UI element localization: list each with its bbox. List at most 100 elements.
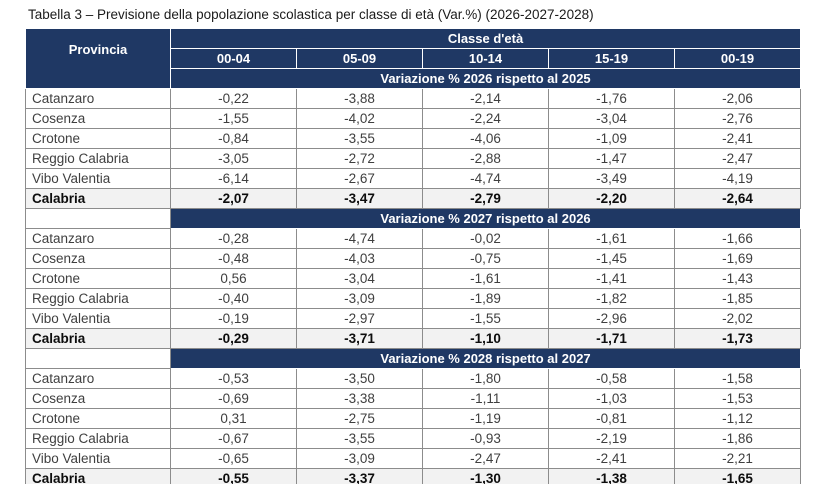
value-cell: -2,75 xyxy=(296,408,423,429)
section-banner-row: Variazione % 2028 rispetto al 2027 xyxy=(25,348,802,369)
province-cell: Catanzaro xyxy=(25,368,171,389)
value-cell: -2,24 xyxy=(422,108,549,129)
total-row: Calabria -0,55 -3,37 -1,30 -1,38 -1,65 xyxy=(25,468,802,484)
value-cell: -0,65 xyxy=(170,448,297,469)
value-cell: -1,55 xyxy=(170,108,297,129)
province-cell: Calabria xyxy=(25,328,171,349)
table-row: Catanzaro -0,53 -3,50 -1,80 -0,58 -1,58 xyxy=(25,368,802,389)
value-cell: -1,66 xyxy=(673,228,802,249)
value-cell: -4,02 xyxy=(296,108,423,129)
value-cell: -3,09 xyxy=(296,288,423,309)
section-banner-row: Variazione % 2026 rispetto al 2025 xyxy=(26,68,802,89)
value-cell: -2,41 xyxy=(673,128,802,149)
header-row-group: Provincia Classe d'età xyxy=(25,28,802,89)
value-cell: -2,76 xyxy=(673,108,802,129)
value-cell: -0,75 xyxy=(422,248,549,269)
value-cell: -1,03 xyxy=(548,388,675,409)
table-row: Vibo Valentia -0,19 -2,97 -1,55 -2,96 -2… xyxy=(25,308,802,329)
province-cell: Crotone xyxy=(25,268,171,289)
value-cell: -3,55 xyxy=(296,128,423,149)
table-row: Reggio Calabria -0,40 -3,09 -1,89 -1,82 … xyxy=(25,288,802,309)
group-header-classe-eta: Classe d'età xyxy=(169,28,802,49)
value-cell: -1,61 xyxy=(422,268,549,289)
value-cell: -2,02 xyxy=(673,308,802,329)
value-cell: 0,56 xyxy=(170,268,297,289)
value-cell: -2,67 xyxy=(296,168,423,189)
value-cell: -0,81 xyxy=(548,408,675,429)
province-cell: Reggio Calabria xyxy=(25,428,171,449)
table-row: Crotone 0,31 -2,75 -1,19 -0,81 -1,12 xyxy=(25,408,802,429)
age-col-header: 05-09 xyxy=(296,48,423,69)
value-cell: -2,14 xyxy=(422,88,549,109)
value-cell: -1,47 xyxy=(548,148,675,169)
value-cell: -1,80 xyxy=(422,368,549,389)
table-row: Reggio Calabria -3,05 -2,72 -2,88 -1,47 … xyxy=(25,148,802,169)
province-cell: Cosenza xyxy=(25,108,171,129)
table-row: Vibo Valentia -0,65 -3,09 -2,47 -2,41 -2… xyxy=(25,448,802,469)
value-cell: -2,41 xyxy=(548,448,675,469)
value-cell: -2,47 xyxy=(673,148,802,169)
province-cell: Reggio Calabria xyxy=(25,148,171,169)
province-cell: Vibo Valentia xyxy=(25,448,171,469)
value-cell: -3,05 xyxy=(170,148,297,169)
table-row: Vibo Valentia -6,14 -2,67 -4,74 -3,49 -4… xyxy=(25,168,802,189)
table-row: Crotone 0,56 -3,04 -1,61 -1,41 -1,43 xyxy=(25,268,802,289)
value-cell: -1,38 xyxy=(548,468,675,484)
value-cell: -1,41 xyxy=(548,268,675,289)
value-cell: -0,53 xyxy=(170,368,297,389)
value-cell: -1,55 xyxy=(422,308,549,329)
value-cell: -1,89 xyxy=(422,288,549,309)
value-cell: -1,76 xyxy=(548,88,675,109)
value-cell: -2,20 xyxy=(548,188,675,209)
age-col-header: 00-04 xyxy=(170,48,297,69)
value-cell: -2,96 xyxy=(548,308,675,329)
value-cell: -3,09 xyxy=(296,448,423,469)
value-cell: -0,19 xyxy=(170,308,297,329)
value-cell: -0,28 xyxy=(170,228,297,249)
value-cell: -0,02 xyxy=(422,228,549,249)
section-banner-2026: Variazione % 2026 rispetto al 2025 xyxy=(169,68,802,89)
value-cell: -3,55 xyxy=(296,428,423,449)
document-page: Tabella 3 – Previsione della popolazione… xyxy=(0,7,824,484)
province-cell: Calabria xyxy=(25,468,171,484)
value-cell: -3,37 xyxy=(296,468,423,484)
value-cell: -2,47 xyxy=(422,448,549,469)
section-banner-2027: Variazione % 2027 rispetto al 2026 xyxy=(169,208,802,229)
value-cell: -0,69 xyxy=(170,388,297,409)
empty-cell xyxy=(25,348,171,369)
value-cell: -0,55 xyxy=(170,468,297,484)
value-cell: -1,30 xyxy=(422,468,549,484)
value-cell: -0,29 xyxy=(170,328,297,349)
value-cell: -0,48 xyxy=(170,248,297,269)
value-cell: -3,71 xyxy=(296,328,423,349)
value-cell: -3,38 xyxy=(296,388,423,409)
value-cell: -1,71 xyxy=(548,328,675,349)
header-row-ages: 00-04 05-09 10-14 15-19 00-19 xyxy=(26,48,802,69)
value-cell: -4,03 xyxy=(296,248,423,269)
value-cell: -1,10 xyxy=(422,328,549,349)
value-cell: -4,06 xyxy=(422,128,549,149)
value-cell: -3,04 xyxy=(548,108,675,129)
value-cell: -3,50 xyxy=(296,368,423,389)
table-row: Catanzaro -0,28 -4,74 -0,02 -1,61 -1,66 xyxy=(25,228,802,249)
value-cell: -3,88 xyxy=(296,88,423,109)
value-cell: -4,74 xyxy=(296,228,423,249)
value-cell: -0,22 xyxy=(170,88,297,109)
value-cell: -2,97 xyxy=(296,308,423,329)
value-cell: -6,14 xyxy=(170,168,297,189)
province-cell: Vibo Valentia xyxy=(25,168,171,189)
value-cell: -1,43 xyxy=(673,268,802,289)
section-banner-2028: Variazione % 2028 rispetto al 2027 xyxy=(169,348,802,369)
value-cell: -3,04 xyxy=(296,268,423,289)
total-row: Calabria -2,07 -3,47 -2,79 -2,20 -2,64 xyxy=(25,188,802,209)
province-cell: Crotone xyxy=(25,128,171,149)
value-cell: 0,31 xyxy=(170,408,297,429)
value-cell: -0,58 xyxy=(548,368,675,389)
table-row: Crotone -0,84 -3,55 -4,06 -1,09 -2,41 xyxy=(25,128,802,149)
value-cell: -1,73 xyxy=(673,328,802,349)
value-cell: -3,49 xyxy=(548,168,675,189)
province-cell: Catanzaro xyxy=(25,228,171,249)
value-cell: -3,47 xyxy=(296,188,423,209)
value-cell: -4,19 xyxy=(673,168,802,189)
value-cell: -1,11 xyxy=(422,388,549,409)
